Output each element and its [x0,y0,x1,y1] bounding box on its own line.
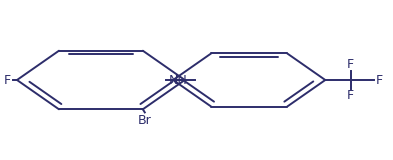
Text: F: F [347,89,354,102]
Text: Br: Br [138,114,152,127]
Text: F: F [376,73,383,87]
Text: F: F [4,73,11,87]
Text: F: F [347,58,354,71]
Text: NH: NH [169,73,188,87]
